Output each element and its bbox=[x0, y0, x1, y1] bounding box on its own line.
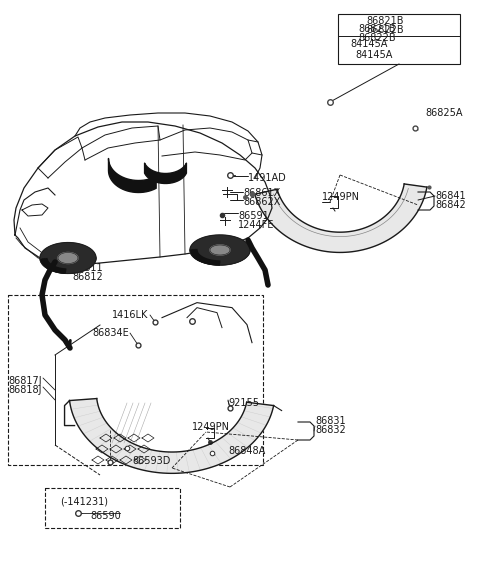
Text: 86821B: 86821B bbox=[358, 24, 396, 34]
Text: 86821B: 86821B bbox=[366, 16, 404, 26]
Text: 86822B: 86822B bbox=[358, 33, 396, 43]
Text: 86832: 86832 bbox=[315, 425, 346, 435]
Text: 84145A: 84145A bbox=[355, 50, 392, 60]
Text: 86822B: 86822B bbox=[366, 25, 404, 35]
Text: 86862X: 86862X bbox=[243, 197, 280, 207]
Text: 86593D: 86593D bbox=[132, 456, 170, 466]
Text: 86812: 86812 bbox=[72, 272, 103, 282]
Text: 86834E: 86834E bbox=[92, 328, 129, 338]
Text: 1244FE: 1244FE bbox=[238, 220, 275, 230]
Text: 86831: 86831 bbox=[315, 416, 346, 426]
Text: 1249PN: 1249PN bbox=[322, 192, 360, 202]
Text: 86811: 86811 bbox=[72, 263, 103, 273]
Text: 86591: 86591 bbox=[238, 211, 269, 221]
Text: 86817J: 86817J bbox=[8, 376, 42, 386]
Text: 86825A: 86825A bbox=[425, 108, 463, 118]
Text: (-141231): (-141231) bbox=[60, 496, 108, 506]
Bar bbox=[338, 14, 460, 64]
Polygon shape bbox=[58, 253, 78, 264]
Text: 1249PN: 1249PN bbox=[192, 422, 230, 432]
Bar bbox=[45, 488, 180, 528]
Text: 86842: 86842 bbox=[435, 200, 466, 210]
Bar bbox=[8, 295, 263, 465]
Text: 1491AD: 1491AD bbox=[248, 173, 287, 183]
Polygon shape bbox=[70, 398, 274, 473]
Polygon shape bbox=[210, 245, 230, 255]
Text: 86848A: 86848A bbox=[228, 446, 265, 456]
Text: 92155: 92155 bbox=[228, 398, 259, 408]
Polygon shape bbox=[40, 243, 96, 274]
Text: 86590: 86590 bbox=[90, 511, 121, 521]
Text: 86818J: 86818J bbox=[8, 385, 41, 395]
Text: 84145A: 84145A bbox=[350, 39, 387, 49]
Text: 86861X: 86861X bbox=[243, 188, 280, 198]
Text: 86841: 86841 bbox=[435, 191, 466, 201]
Text: 1416LK: 1416LK bbox=[112, 310, 148, 320]
Polygon shape bbox=[255, 184, 427, 253]
Polygon shape bbox=[190, 235, 250, 265]
